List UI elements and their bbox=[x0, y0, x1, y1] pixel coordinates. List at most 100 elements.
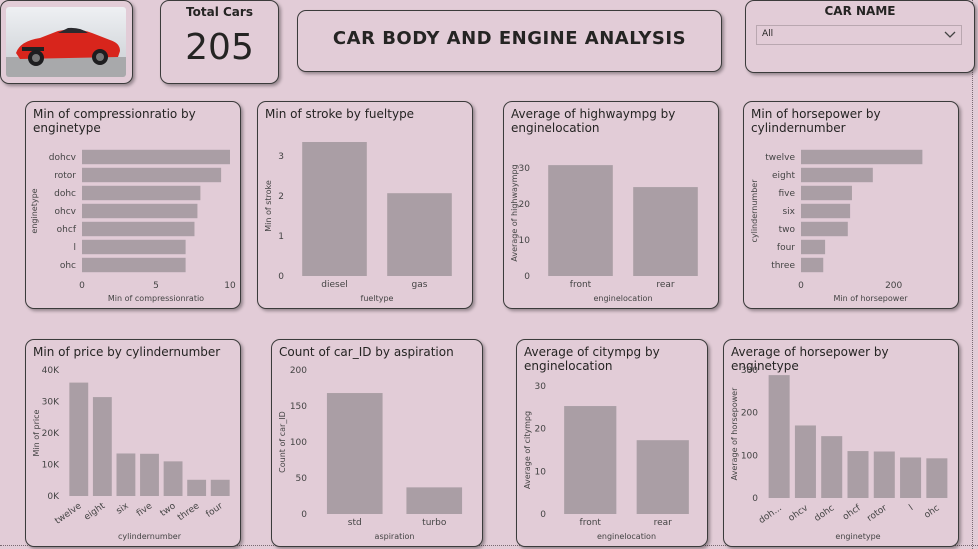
category-label: front bbox=[570, 280, 592, 290]
y-axis-label: Average of citympg bbox=[523, 411, 532, 489]
y-axis-label: enginetype bbox=[30, 188, 39, 233]
bar bbox=[82, 221, 195, 237]
bar bbox=[801, 257, 824, 273]
tick-label: 10 bbox=[535, 467, 547, 477]
chart-card-highwaympg: Average of highwaympg by enginelocation … bbox=[503, 101, 719, 309]
page-edge-right bbox=[972, 0, 973, 549]
bar bbox=[801, 149, 923, 165]
y-axis-label: Min of stroke bbox=[264, 180, 273, 232]
slicer-selected-value: All bbox=[762, 29, 774, 39]
category-label: gas bbox=[412, 280, 428, 290]
bar bbox=[564, 406, 617, 514]
bar bbox=[900, 457, 922, 498]
category-label: rotor bbox=[865, 503, 889, 524]
x-axis-label: fueltype bbox=[361, 294, 394, 303]
bar bbox=[821, 436, 843, 498]
y-axis-label: Count of car_ID bbox=[278, 411, 287, 473]
category-label: ohcf bbox=[841, 503, 863, 523]
category-label: six bbox=[115, 501, 132, 517]
tick-label: 20 bbox=[535, 425, 547, 435]
category-label: l bbox=[907, 503, 915, 513]
chart-card-price: Min of price by cylindernumber twelve eig… bbox=[25, 339, 241, 547]
x-axis-label: enginelocation bbox=[597, 532, 656, 541]
chart-title: Count of car_ID by aspiration bbox=[279, 345, 454, 359]
category-label: four bbox=[204, 501, 225, 520]
bar bbox=[82, 257, 186, 273]
tick-label: 2 bbox=[278, 192, 284, 202]
bar bbox=[801, 221, 848, 237]
total-cars-card: Total Cars 205 bbox=[160, 0, 279, 84]
chart-card-stroke: Min of stroke by fueltype diesel gas 0 1 2 3 f… bbox=[257, 101, 473, 309]
tick-label: 100 bbox=[290, 438, 307, 448]
tick-label: 10 bbox=[224, 281, 236, 291]
bar bbox=[548, 165, 613, 276]
tick-label: 30 bbox=[519, 164, 531, 174]
bar bbox=[801, 239, 826, 255]
category-label: twelve bbox=[53, 501, 84, 527]
category-label: four bbox=[777, 243, 795, 253]
category-label: dohcv bbox=[49, 153, 77, 163]
tick-label: 40K bbox=[42, 366, 60, 376]
category-label: turbo bbox=[422, 518, 447, 528]
tick-label: 20 bbox=[519, 200, 531, 210]
category-label: two bbox=[779, 225, 796, 235]
bar bbox=[801, 167, 873, 183]
bar bbox=[82, 203, 198, 219]
page-edge-bottom bbox=[0, 545, 978, 546]
y-axis-label: Average of highwaympg bbox=[510, 164, 519, 261]
chart-highwaympg-by-enginelocation: front rear 0 10 20 30 enginelocation Average of… bbox=[510, 164, 698, 303]
chart-horsepower-by-enginetype: doh... ohcv dohc ohcf rotor l ohc 0 100 200 300 eng… bbox=[730, 366, 948, 541]
category-label: twelve bbox=[765, 153, 795, 163]
category-label: five bbox=[778, 189, 795, 199]
tick-label: 3 bbox=[278, 152, 284, 162]
chart-title: Min of price by cylindernumber bbox=[33, 345, 221, 359]
car-photo bbox=[6, 7, 126, 77]
car-name-dropdown[interactable]: All bbox=[756, 25, 962, 45]
chart-title: Average of horsepower by enginetype bbox=[731, 345, 889, 373]
x-axis-label: enginelocation bbox=[593, 294, 652, 303]
tick-label: 0 bbox=[798, 281, 804, 291]
chart-card-compressionratio: Min of compressionratio by enginetype do… bbox=[25, 101, 241, 309]
category-label: rear bbox=[654, 518, 673, 528]
bar bbox=[140, 453, 159, 496]
category-label: std bbox=[348, 518, 362, 528]
category-label: ohc bbox=[60, 261, 76, 271]
tick-label: 150 bbox=[290, 402, 307, 412]
category-label: rear bbox=[656, 280, 675, 290]
category-label: ohcv bbox=[55, 207, 77, 217]
chart-card-horsepower-cyl: Min of horsepower by cylindernumber twel… bbox=[743, 101, 959, 309]
dashboard-title: CAR BODY AND ENGINE ANALYSIS bbox=[332, 28, 687, 49]
x-axis-label: aspiration bbox=[375, 532, 415, 541]
category-label: front bbox=[580, 518, 602, 528]
tick-label: 0 bbox=[301, 510, 307, 520]
bar bbox=[82, 167, 222, 183]
tick-label: 1 bbox=[278, 232, 284, 242]
category-label: rotor bbox=[54, 171, 76, 181]
bar bbox=[187, 479, 207, 496]
chart-citympg-by-enginelocation: front rear 0 10 20 30 enginelocation Average of… bbox=[523, 382, 689, 541]
x-axis-label: Min of horsepower bbox=[833, 294, 908, 303]
kpi-value: 205 bbox=[185, 27, 254, 68]
car-photo-graphic bbox=[6, 7, 126, 77]
category-label: eight bbox=[772, 171, 795, 181]
car-name-slicer-card: CAR NAME All bbox=[745, 0, 975, 73]
chevron-down-icon[interactable] bbox=[943, 27, 957, 41]
car-image-card bbox=[0, 0, 133, 84]
bar bbox=[873, 451, 895, 498]
bar bbox=[847, 451, 869, 498]
bar bbox=[92, 397, 112, 496]
category-label: ohcv bbox=[787, 503, 811, 524]
y-axis-label: cylindernumber bbox=[750, 179, 759, 243]
tick-label: 200 bbox=[741, 409, 758, 419]
tick-label: 0K bbox=[47, 492, 60, 502]
category-label: dohc bbox=[54, 189, 76, 199]
bar bbox=[926, 458, 948, 498]
bar bbox=[387, 193, 452, 276]
bar bbox=[302, 142, 367, 276]
tick-label: 20K bbox=[42, 429, 60, 439]
tick-label: 200 bbox=[290, 366, 307, 376]
bar bbox=[82, 239, 186, 255]
y-axis-label: Min of price bbox=[32, 409, 41, 456]
